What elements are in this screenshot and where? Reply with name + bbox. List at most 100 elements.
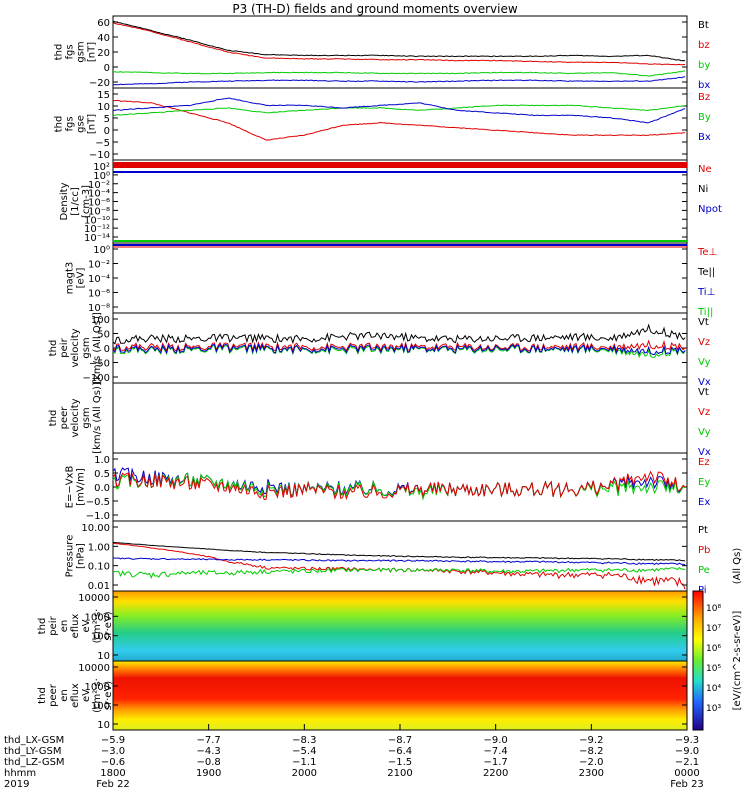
legend-entry: Vy	[698, 427, 711, 438]
time-row-value: −3.0	[101, 746, 125, 757]
time-row-label: hhmm	[4, 768, 36, 779]
panel-temperature: 10⁰ 10⁻² 10⁻⁴ 10⁻⁶ 10⁻⁸ magt3 [eV] Te⊥ Te|| Ti⊥ Ti…	[65, 242, 717, 318]
time-row-value: 0000	[674, 768, 699, 779]
y-tick-label: 100	[91, 315, 110, 326]
series-line-Pb	[112, 542, 686, 590]
y-axis-label: thd	[48, 410, 59, 427]
y-tick-label: 100	[91, 701, 110, 712]
page-title: P3 (TH-D) fields and ground moments over…	[232, 2, 518, 16]
y-axis-label: [cm-3]	[81, 185, 92, 218]
legend-entry: Vx	[698, 447, 711, 458]
y-tick-label: 10⁻¹²	[84, 224, 110, 235]
y-tick-label: 0	[104, 126, 110, 137]
time-row-value: −2.1	[675, 757, 699, 768]
series-line-Pe	[112, 566, 686, 579]
time-row-value: −7.7	[197, 735, 221, 746]
time-row-value: Feb 22	[96, 779, 130, 790]
legend-entry: Te⊥	[697, 247, 717, 258]
y-tick-label: 10⁻¹⁴	[84, 233, 110, 244]
time-row-value: −1.1	[292, 757, 316, 768]
y-axis-label: thd	[54, 116, 65, 133]
legend-entry: Vt	[698, 317, 709, 328]
y-tick-label: 10⁻²	[88, 180, 110, 191]
y-tick-label: 1000	[85, 612, 110, 623]
time-row-value: −1.7	[484, 757, 508, 768]
time-row-value: 2300	[579, 768, 604, 779]
y-axis-label: [1/cc]	[70, 187, 81, 216]
y-axis-label: eflux	[70, 683, 81, 708]
legend-entry: Pb	[698, 545, 710, 556]
y-tick-label: 100	[91, 632, 110, 643]
spectrogram-peir-en-eflux	[113, 591, 687, 661]
y-axis-label: peer	[59, 406, 70, 430]
series-line-Vx	[112, 342, 686, 356]
y-tick-label: 1.0	[94, 455, 110, 466]
y-tick-label: 0.5	[94, 469, 110, 480]
y-axis-label: sr·eV)	[103, 681, 114, 710]
y-axis-label: (cm²·s·	[92, 678, 103, 713]
colorbar-tick: 10⁴	[706, 684, 721, 694]
time-row-value: −6.4	[388, 746, 412, 757]
y-axis-label: gsm	[81, 337, 92, 358]
y-tick-label: −50	[89, 359, 110, 370]
y-tick-label: 10⁻⁶	[88, 289, 110, 300]
y-axis-label: thd	[48, 340, 59, 357]
y-tick-label: 10	[97, 102, 110, 113]
time-row-value: −9.0	[484, 735, 508, 746]
y-axis-label: en	[59, 689, 70, 702]
axis-frame	[112, 242, 688, 314]
time-row-value: 1800	[100, 768, 125, 779]
y-tick-label: 10⁻⁴	[88, 189, 110, 200]
legend-entry: Vx	[698, 377, 711, 388]
y-axis-label: [eV]	[76, 268, 87, 289]
legend-entry: Bz	[698, 92, 710, 103]
legend-entry: Vz	[698, 337, 710, 348]
y-axis-label: peir	[48, 615, 59, 635]
colorbar-tick: 10⁵	[706, 664, 721, 674]
y-tick-label: 10⁻¹⁰	[84, 215, 110, 226]
series-line-Bx	[112, 97, 686, 124]
time-row-value: 2200	[483, 768, 508, 779]
y-axis-label: sr·eV)	[103, 611, 114, 640]
colorbar-tick: 10⁶	[706, 644, 721, 654]
y-tick-label: −0.5	[86, 497, 110, 508]
legend-entry: Ni	[698, 184, 708, 195]
panel-peir-velocity: 100 50 0 −50 −100 thd peir velocity gsm [km/s (Al…	[48, 312, 711, 388]
time-row-value: −1.5	[388, 757, 412, 768]
colorbar-tick: 10⁸	[706, 604, 721, 614]
series-line-Vz	[112, 339, 686, 353]
y-tick-label: 10²	[93, 162, 110, 173]
series-line-by	[112, 70, 686, 77]
y-axis-label: fgs	[65, 44, 76, 59]
legend-entry: Ti⊥	[697, 287, 715, 298]
axis-frame	[112, 15, 688, 89]
time-row-label: 2019	[4, 779, 29, 790]
y-tick-label: 0.0	[94, 483, 110, 494]
legend-entry: Te||	[697, 267, 715, 278]
spectrogram-peer-en-eflux	[113, 661, 687, 730]
panel-pressure: 10.001.000.100.01Pressure[nPa]PtPbPePi(A…	[65, 520, 743, 596]
axis-frame	[112, 382, 688, 454]
series-band-Ne	[113, 162, 687, 168]
legend-entry: Vt	[698, 387, 709, 398]
y-tick-label: 0.01	[88, 581, 110, 592]
y-axis-label: E=−VxB	[65, 466, 76, 509]
y-axis-label: eflux	[70, 614, 81, 639]
legend-entry: bx	[698, 80, 710, 91]
y-tick-label: 0	[104, 63, 110, 74]
y-axis-label: gsm	[81, 407, 92, 428]
y-tick-label: 5	[104, 114, 110, 125]
series-line-Ez	[112, 470, 686, 501]
time-row-value: −5.9	[101, 735, 125, 746]
y-tick-label: 10⁰	[93, 171, 110, 182]
series-line-Pi	[112, 557, 686, 566]
colorbar-tick: 10⁷	[706, 624, 721, 634]
y-tick-label: −100	[83, 373, 110, 384]
y-tick-label: −1.0	[86, 511, 110, 522]
y-tick-label: 10	[97, 651, 110, 662]
y-axis-label: velocity	[70, 328, 81, 367]
y-tick-label: 20	[97, 48, 110, 59]
y-tick-label: −5	[95, 138, 110, 149]
series-line-bz	[112, 22, 686, 66]
